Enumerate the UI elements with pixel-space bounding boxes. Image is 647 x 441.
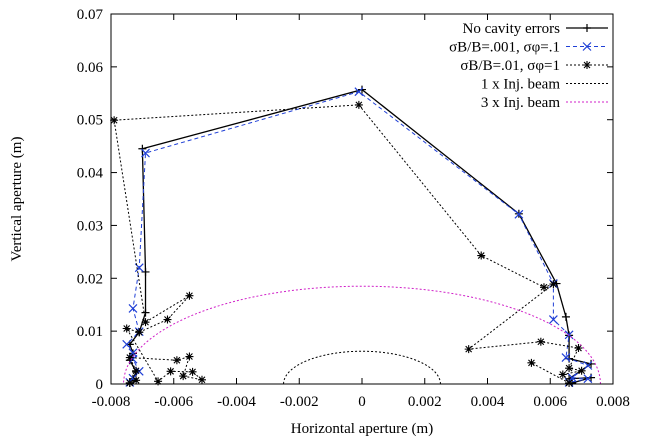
data-point bbox=[354, 87, 364, 97]
legend: No cavity errors σB/B=.001, σφ=.1 σB/B=.01… bbox=[449, 21, 608, 111]
y-axis-title: Vertical aperture (m) bbox=[9, 137, 25, 262]
series-line bbox=[126, 91, 589, 383]
data-point bbox=[549, 280, 558, 289]
data-point bbox=[565, 378, 574, 387]
series-2 bbox=[110, 100, 586, 387]
data-point bbox=[464, 345, 473, 354]
series-0 bbox=[125, 85, 596, 387]
data-point bbox=[125, 353, 134, 362]
data-point bbox=[561, 353, 571, 362]
x-tick-label: 0.006 bbox=[533, 394, 567, 410]
data-point bbox=[577, 366, 586, 375]
data-point bbox=[125, 378, 134, 387]
series-line bbox=[113, 104, 582, 384]
data-point bbox=[583, 361, 593, 370]
data-point bbox=[141, 148, 150, 158]
legend-label: 3 x Inj. beam bbox=[481, 95, 560, 111]
data-point bbox=[135, 328, 144, 337]
data-point bbox=[122, 324, 131, 333]
data-point bbox=[132, 376, 141, 385]
y-tick-label: 0.01 bbox=[77, 324, 103, 340]
x-tick-label: -0.008 bbox=[92, 394, 131, 410]
data-point bbox=[477, 251, 486, 260]
legend-label: σB/B=.001, σφ=.1 bbox=[449, 40, 560, 56]
data-point bbox=[539, 283, 548, 292]
y-axis: 0 0.01 0.02 0.03 0.04 0.05 0.06 0.07 bbox=[77, 7, 613, 393]
y-tick-label: 0.07 bbox=[77, 7, 104, 23]
data-point bbox=[166, 367, 175, 376]
data-point bbox=[354, 100, 363, 109]
legend-label: 1 x Inj. beam bbox=[481, 77, 560, 93]
data-point bbox=[122, 339, 132, 349]
data-point bbox=[132, 366, 141, 375]
x-tick-label: 0 bbox=[358, 394, 366, 410]
data-point bbox=[179, 372, 188, 381]
legend-marker bbox=[583, 24, 591, 32]
y-tick-label: 0.05 bbox=[77, 113, 103, 129]
series-curve bbox=[123, 285, 601, 385]
x-tick-label: 0.004 bbox=[471, 394, 505, 410]
y-tick-label: 0.03 bbox=[77, 218, 103, 234]
y-tick-label: 0.06 bbox=[77, 60, 104, 76]
data-point bbox=[574, 344, 583, 353]
data-point bbox=[138, 144, 147, 153]
series-4 bbox=[123, 285, 601, 385]
legend-marker bbox=[583, 61, 591, 69]
data-point bbox=[527, 358, 536, 367]
data-point bbox=[561, 312, 570, 321]
series-3 bbox=[283, 350, 441, 385]
x-axis-title: Horizontal aperture (m) bbox=[291, 421, 433, 437]
data-point bbox=[558, 370, 567, 379]
data-point bbox=[110, 116, 119, 125]
x-tick-label: -0.004 bbox=[217, 394, 256, 410]
y-tick-label: 0 bbox=[96, 377, 104, 393]
plot-curves bbox=[110, 85, 601, 387]
data-point bbox=[565, 364, 574, 373]
data-point bbox=[163, 315, 172, 324]
legend-label: No cavity errors bbox=[463, 21, 561, 37]
data-point bbox=[185, 291, 194, 300]
x-axis: -0.008 -0.006 -0.004 -0.002 0 0.002 0.004 0.006… bbox=[92, 14, 630, 410]
x-tick-label: 0.008 bbox=[596, 394, 630, 410]
data-point bbox=[197, 375, 206, 384]
data-point bbox=[587, 359, 596, 368]
data-point bbox=[583, 374, 593, 384]
y-tick-label: 0.04 bbox=[77, 166, 104, 182]
data-point bbox=[128, 303, 138, 313]
series-line bbox=[129, 88, 593, 384]
series-1 bbox=[122, 87, 593, 387]
data-point bbox=[141, 308, 150, 317]
y-tick-label: 0.02 bbox=[77, 271, 103, 287]
data-point bbox=[141, 318, 150, 327]
x-tick-label: 0.002 bbox=[408, 394, 442, 410]
data-point bbox=[514, 209, 524, 219]
data-point bbox=[154, 377, 163, 386]
data-point bbox=[172, 356, 181, 365]
data-point bbox=[358, 85, 366, 94]
x-tick-label: -0.002 bbox=[280, 394, 319, 410]
legend-label: σB/B=.01, σφ=1 bbox=[460, 58, 560, 74]
data-point bbox=[548, 315, 558, 324]
data-point bbox=[185, 352, 194, 361]
x-tick-label: -0.006 bbox=[154, 394, 193, 410]
legend-marker bbox=[582, 42, 592, 51]
series-curve bbox=[283, 350, 441, 385]
data-point bbox=[188, 367, 197, 376]
data-point bbox=[536, 337, 545, 346]
